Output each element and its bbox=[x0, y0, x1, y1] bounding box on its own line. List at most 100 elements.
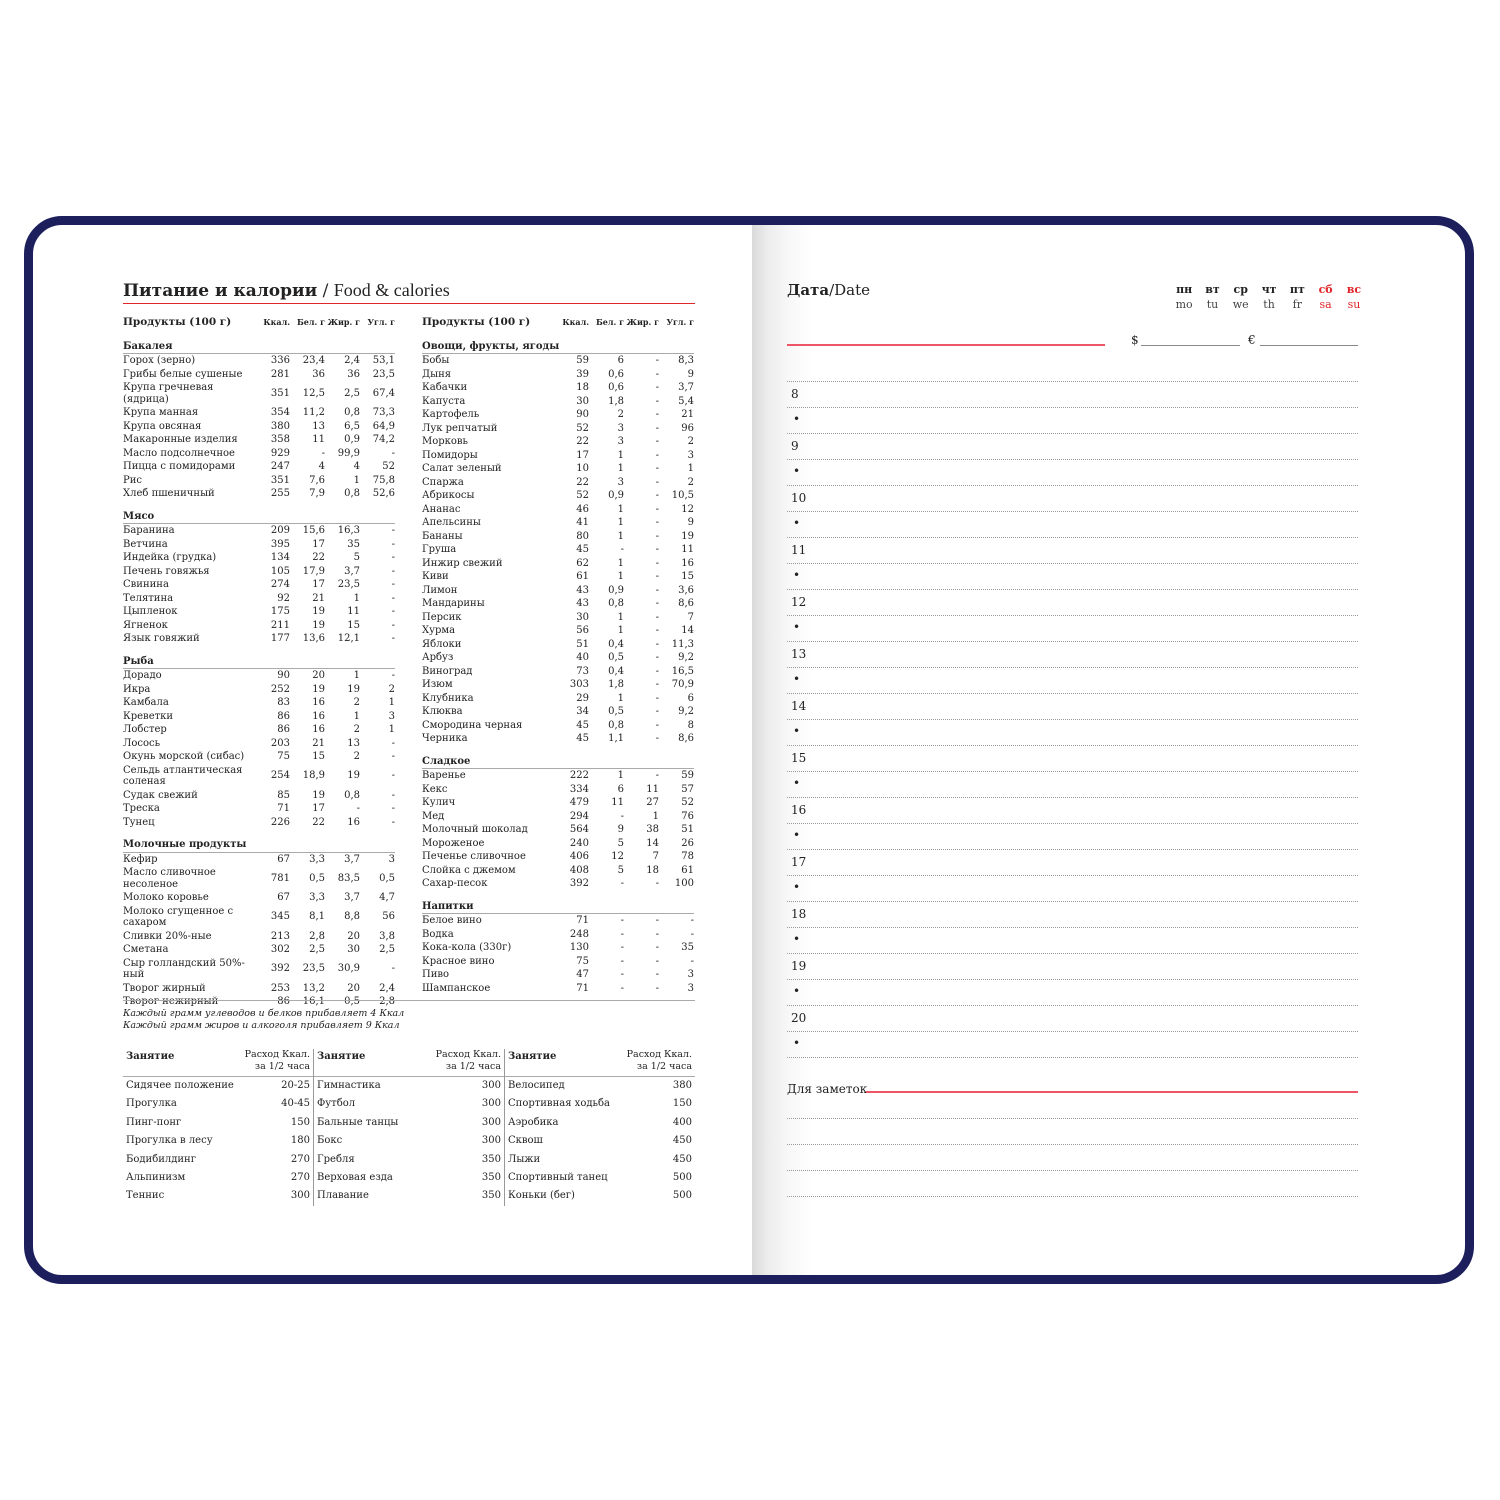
schedule-line[interactable] bbox=[787, 1031, 1358, 1032]
food-value: - bbox=[655, 463, 659, 474]
food-value: 240 bbox=[569, 837, 589, 849]
schedule-line[interactable] bbox=[787, 641, 1358, 642]
schedule-line[interactable] bbox=[787, 485, 1358, 486]
schedule-line[interactable] bbox=[787, 1005, 1358, 1006]
note-line[interactable] bbox=[787, 1144, 1358, 1145]
table-row: Смородина черная 45 0,8 - 8 bbox=[422, 719, 694, 733]
note-line[interactable] bbox=[787, 1170, 1358, 1171]
schedule-line[interactable] bbox=[787, 693, 1358, 694]
schedule-line[interactable] bbox=[787, 901, 1358, 902]
food-value: 3 bbox=[687, 449, 694, 461]
activity-kcal: 150 bbox=[290, 1116, 310, 1128]
food-value: 23,4 bbox=[302, 355, 325, 366]
schedule-line[interactable] bbox=[787, 563, 1358, 564]
table-row: Язык говяжий 177 13,6 12,1 - bbox=[123, 632, 395, 646]
table-row: Креветки 86 16 1 3 bbox=[123, 710, 395, 724]
schedule-line[interactable] bbox=[787, 745, 1358, 746]
schedule-line[interactable] bbox=[787, 875, 1358, 876]
schedule-line[interactable] bbox=[787, 1057, 1358, 1058]
kcal-header-line2: за 1/2 часа bbox=[445, 1061, 501, 1072]
food-value: 334 bbox=[569, 783, 589, 795]
weekday-en: we bbox=[1232, 298, 1249, 311]
activity-name: Аэробика bbox=[508, 1116, 559, 1128]
food-value: 17 bbox=[576, 449, 589, 461]
weekday-su[interactable]: вс su bbox=[1340, 283, 1368, 311]
food-value: 1 bbox=[617, 625, 624, 636]
schedule-line[interactable] bbox=[787, 537, 1358, 538]
schedule-line[interactable] bbox=[787, 381, 1358, 382]
hour-label: 14 bbox=[791, 699, 807, 713]
food-value: 71 bbox=[277, 803, 290, 814]
note-line[interactable] bbox=[787, 1196, 1358, 1197]
schedule-line[interactable] bbox=[787, 849, 1358, 850]
food-value: - bbox=[391, 538, 395, 550]
schedule-line[interactable] bbox=[787, 615, 1358, 616]
food-value: - bbox=[655, 355, 659, 366]
table-row: Спаржа 22 3 - 2 bbox=[422, 476, 694, 490]
food-value: 36 bbox=[312, 368, 325, 380]
schedule-line[interactable] bbox=[787, 511, 1358, 512]
food-value: - bbox=[655, 692, 659, 704]
table-row: Сельдь атлантическая соленая 254 18,9 19 - bbox=[123, 764, 395, 789]
food-value: 2 bbox=[617, 409, 624, 420]
schedule-line[interactable] bbox=[787, 667, 1358, 668]
food-name: Белое вино bbox=[422, 915, 482, 926]
schedule-line[interactable] bbox=[787, 797, 1358, 798]
food-value: - bbox=[655, 942, 659, 953]
weekday-mo[interactable]: пн mo bbox=[1170, 283, 1198, 311]
schedule-line[interactable] bbox=[787, 433, 1358, 434]
food-value: 34 bbox=[576, 706, 589, 717]
table-row: Водка 248 - - - bbox=[422, 928, 694, 942]
schedule-line[interactable] bbox=[787, 407, 1358, 408]
food-value: 19 bbox=[312, 683, 325, 695]
food-value: 12,1 bbox=[337, 633, 360, 644]
food-name: Сельдь атлантическая соленая bbox=[123, 764, 243, 788]
food-value: 5 bbox=[617, 837, 624, 849]
schedule-line[interactable] bbox=[787, 823, 1358, 824]
food-value: 11 bbox=[312, 434, 325, 445]
schedule-line[interactable] bbox=[787, 927, 1358, 928]
schedule-line[interactable] bbox=[787, 459, 1358, 460]
food-value: - bbox=[391, 565, 395, 577]
header-carbs: Угл. г bbox=[367, 317, 395, 327]
bullet-icon: • bbox=[793, 516, 801, 530]
food-value: 1,8 bbox=[608, 679, 624, 690]
food-name: Дыня bbox=[422, 368, 452, 380]
food-value: 1 bbox=[353, 710, 360, 722]
activity-name: Пинг-понг bbox=[126, 1116, 182, 1128]
weekday-th[interactable]: чт th bbox=[1255, 283, 1283, 311]
note-line[interactable] bbox=[787, 1118, 1358, 1119]
weekday-fr[interactable]: пт fr bbox=[1283, 283, 1311, 311]
activity-table: Занятие Расход Ккал. за 1/2 часа Сидячее по… bbox=[123, 1049, 695, 1206]
food-value: 16 bbox=[347, 816, 360, 828]
weekday-ru: сб bbox=[1318, 283, 1333, 296]
food-value: 7 bbox=[687, 611, 694, 623]
food-value: 29 bbox=[576, 692, 589, 704]
food-name: Судак свежий bbox=[123, 789, 198, 801]
table-row: Икра 252 19 19 2 bbox=[123, 683, 395, 697]
schedule-line[interactable] bbox=[787, 589, 1358, 590]
date-input-line[interactable] bbox=[787, 344, 1105, 346]
food-value: - bbox=[655, 982, 659, 994]
food-value: 8,1 bbox=[309, 911, 325, 923]
euro-rate-line[interactable] bbox=[1260, 345, 1358, 346]
schedule-line[interactable] bbox=[787, 771, 1358, 772]
schedule-line[interactable] bbox=[787, 979, 1358, 980]
weekday-sa[interactable]: сб sa bbox=[1311, 283, 1339, 311]
kcal-header-line1: Расход Ккал. bbox=[626, 1049, 692, 1060]
food-value: 0,5 bbox=[309, 872, 325, 884]
table-row: Сыр голландский 50%-ный 392 23,5 30,9 - bbox=[123, 957, 395, 982]
bullet-icon: • bbox=[793, 464, 801, 478]
activity-name: Бодибилдинг bbox=[126, 1153, 196, 1165]
weekday-we[interactable]: ср we bbox=[1227, 283, 1255, 311]
food-value: 14 bbox=[681, 625, 694, 636]
weekday-tu[interactable]: вт tu bbox=[1198, 283, 1226, 311]
activity-name: Футбол bbox=[317, 1098, 356, 1110]
food-name: Телятина bbox=[123, 592, 174, 604]
schedule-line[interactable] bbox=[787, 719, 1358, 720]
activity-header-label: Занятие bbox=[508, 1051, 557, 1062]
food-value: 83 bbox=[277, 697, 290, 708]
notes-header-line bbox=[866, 1091, 1358, 1093]
schedule-line[interactable] bbox=[787, 953, 1358, 954]
dollar-rate-line[interactable] bbox=[1141, 345, 1240, 346]
